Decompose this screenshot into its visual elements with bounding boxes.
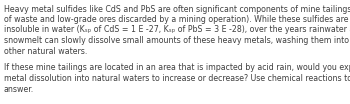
- Text: answer.: answer.: [4, 84, 34, 93]
- Text: other natural waters.: other natural waters.: [4, 46, 87, 56]
- Text: metal dissolution into natural waters to increase or decrease? Use chemical reac: metal dissolution into natural waters to…: [4, 74, 350, 83]
- Text: of waste and low-grade ores discarded by a mining operation). While these sulfid: of waste and low-grade ores discarded by…: [4, 15, 350, 24]
- Text: insoluble in water (Kₛₚ of CdS = 1 E -27, Kₛₚ of PbS = 3 E -28), over the years : insoluble in water (Kₛₚ of CdS = 1 E -27…: [4, 25, 350, 35]
- Text: Heavy metal sulfides like CdS and PbS are often significant components of mine t: Heavy metal sulfides like CdS and PbS ar…: [4, 4, 350, 14]
- Text: snowmelt can slowly dissolve small amounts of these heavy metals, washing them i: snowmelt can slowly dissolve small amoun…: [4, 36, 350, 45]
- Text: If these mine tailings are located in an area that is impacted by acid rain, wou: If these mine tailings are located in an…: [4, 64, 350, 72]
